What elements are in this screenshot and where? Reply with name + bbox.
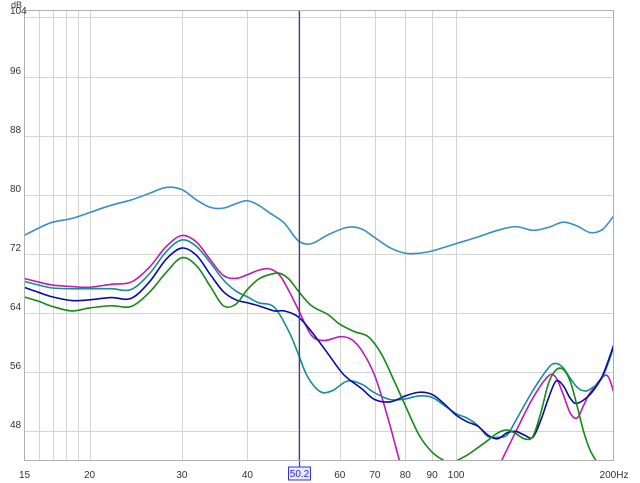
y-tick-label: 104: [10, 6, 27, 17]
series-line-series_navy-4: [24, 247, 614, 440]
series-line-series_top-0: [24, 186, 614, 255]
series-line-series_green-6: [455, 367, 598, 461]
y-tick-label: 96: [10, 66, 22, 77]
y-tick-label: 88: [10, 125, 22, 136]
x-tick-label: 20: [84, 470, 96, 481]
x-tick-label: 60: [334, 470, 346, 481]
cursor[interactable]: 50.2: [288, 10, 311, 481]
x-tick-label: 90: [427, 470, 439, 481]
x-tick-label: 100: [448, 470, 465, 481]
series-line-series_magenta-1: [24, 234, 401, 461]
y-unit-label: dB: [11, 0, 22, 10]
series-layer: [24, 186, 614, 461]
x-tick-label: 80: [400, 470, 412, 481]
x-tick-label: 200Hz: [600, 470, 629, 481]
y-tick-label: 48: [10, 420, 22, 431]
series-line-series_green-5: [24, 256, 446, 461]
y-tick-label: 64: [10, 302, 22, 313]
series-line-series_teal-3: [24, 239, 614, 439]
y-tick-label: 80: [10, 184, 22, 195]
x-tick-label: 40: [242, 470, 254, 481]
y-tick-label: 56: [10, 361, 22, 372]
x-tick-label: 30: [176, 470, 188, 481]
x-tick-label: 15: [19, 470, 31, 481]
x-tick-label: 70: [369, 470, 381, 481]
cursor-readout: 50.2: [290, 469, 310, 480]
y-tick-label: 72: [10, 243, 22, 254]
cursor-readout-box: [288, 466, 311, 481]
plot-frame: [24, 10, 614, 461]
grid: [24, 10, 614, 461]
